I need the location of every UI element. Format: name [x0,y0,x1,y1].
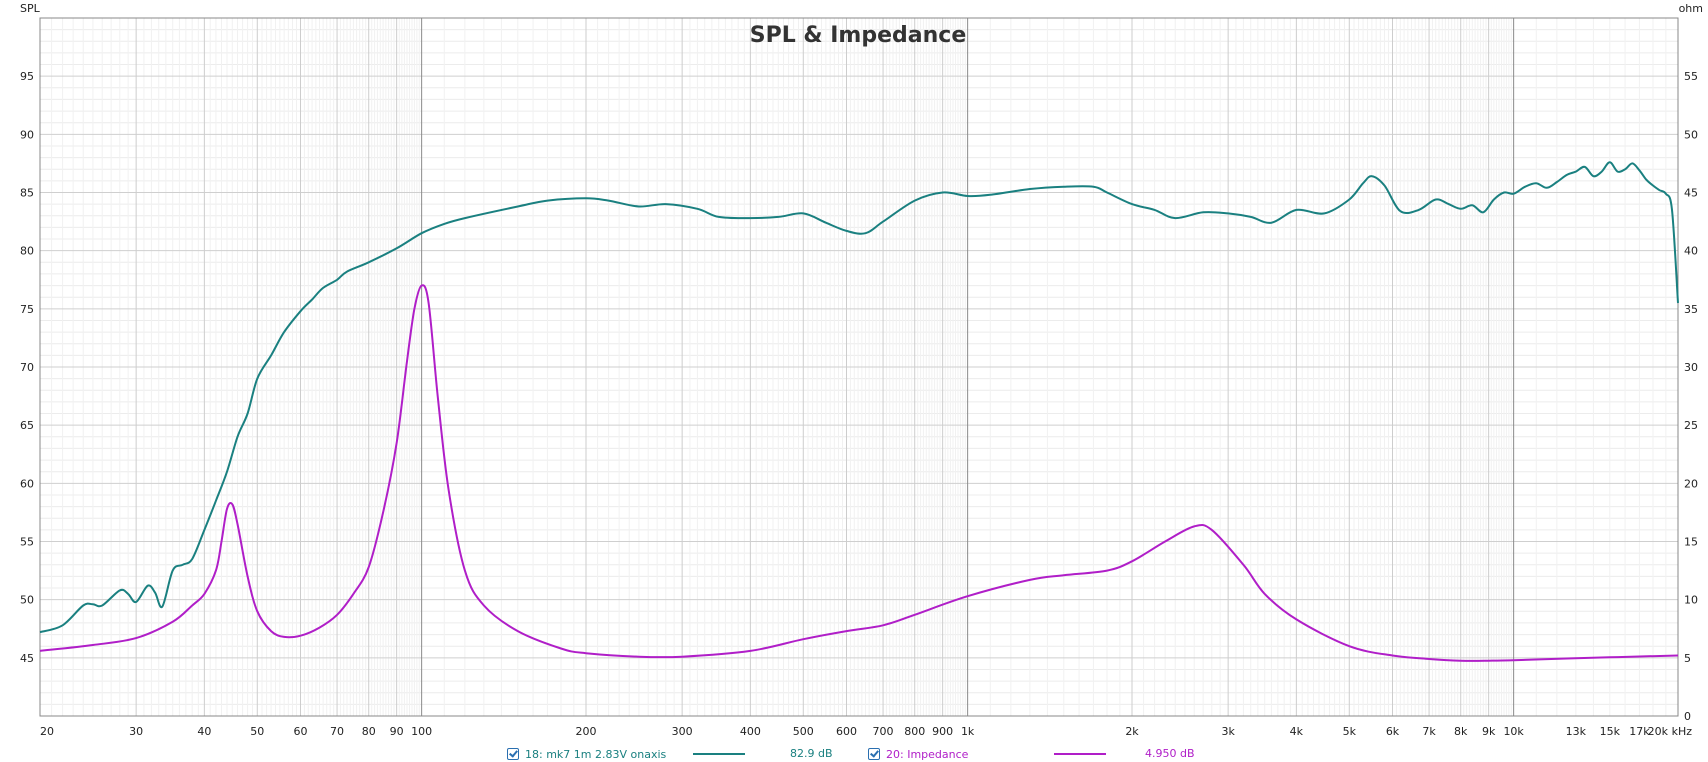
x-tick-label: 8k [1454,725,1468,738]
spl-impedance-chart: 20 30 40 50 60 70 80 90 100 200 300 400 500 600 700 800… [20,2,1703,738]
right-tick-label: 50 [1684,128,1698,141]
left-axis-label: SPL [20,2,41,15]
right-tick-label: 40 [1684,245,1698,258]
series-layer [39,161,1679,662]
right-tick-label: 0 [1684,710,1691,723]
left-tick-label: 45 [20,652,34,665]
x-tick-label: 60 [294,725,308,738]
x-tick-label: 50 [250,725,264,738]
legend-item-spl[interactable]: 18: mk7 1m 2.83V onaxis [507,746,666,762]
right-tick-label: 20 [1684,477,1698,490]
x-tick-label: 5k [1343,725,1357,738]
legend-value-spl: 82.9 dB [790,747,833,760]
x-tick-label: 900 [932,725,953,738]
x-tick-label: 100 [411,725,432,738]
impedance-curve [39,284,1679,662]
x-tick-label: 2k [1125,725,1139,738]
x-tick-label: 500 [793,725,814,738]
x-tick-label: 300 [672,725,693,738]
x-tick-labels: 20 30 40 50 60 70 80 90 100 200 300 400 500 600 700 800… [40,725,1669,738]
legend-value-impedance: 4.950 dB [1145,747,1195,760]
x-tick-label: 4k [1290,725,1304,738]
legend-line-spl [693,753,745,755]
plot-frame [39,17,1679,717]
left-tick-label: 55 [20,536,34,549]
legend-label-impedance: 20: Impedance [886,747,969,761]
x-tick-label: 700 [873,725,894,738]
x-tick-label: 30 [129,725,143,738]
left-tick-label: 60 [20,477,34,490]
left-tick-label: 95 [20,70,34,83]
right-tick-label: 35 [1684,303,1698,316]
x-tick-label: 6k [1386,725,1400,738]
right-tick-label: 55 [1684,70,1698,83]
left-tick-label: 80 [20,245,34,258]
legend-line-impedance [1054,753,1106,755]
x-tick-label: 40 [197,725,211,738]
left-tick-label: 75 [20,303,34,316]
x-tick-label: 17k [1629,725,1650,738]
x-tick-label: 3k [1221,725,1235,738]
right-tick-label: 5 [1684,652,1691,665]
x-tick-label: 1k [961,725,975,738]
left-tick-label: 65 [20,419,34,432]
right-tick-label: 25 [1684,419,1698,432]
left-tick-label: 85 [20,187,34,200]
x-tick-label: 600 [836,725,857,738]
left-axis-tick-labels: 45 50 55 60 65 70 75 80 85 90 95 [20,70,34,665]
x-tick-label: 20k [1648,725,1669,738]
chart-title: SPL & Impedance [750,23,967,48]
right-tick-label: 10 [1684,594,1698,607]
x-tick-label: 10k [1503,725,1524,738]
x-tick-label: 80 [362,725,376,738]
right-tick-label: 15 [1684,536,1698,549]
x-tick-label: 800 [904,725,925,738]
x-axis-unit: kHz [1672,725,1693,738]
left-tick-label: 50 [20,594,34,607]
checkbox-checked-icon[interactable] [507,748,519,760]
legend: 18: mk7 1m 2.83V onaxis 82.9 dB 20: Impe… [0,746,1708,762]
left-tick-label: 70 [20,361,34,374]
legend-label-spl: 18: mk7 1m 2.83V onaxis [525,747,667,761]
x-tick-label: 200 [576,725,597,738]
major-grid [40,18,1678,716]
right-tick-label: 45 [1684,187,1698,200]
x-tick-label: 90 [390,725,404,738]
x-tick-label: 20 [40,725,54,738]
right-tick-label: 30 [1684,361,1698,374]
spl-curve [39,161,1679,634]
x-tick-label: 7k [1422,725,1436,738]
right-axis-label: ohm [1679,2,1703,15]
checkbox-checked-icon[interactable] [868,748,880,760]
left-tick-label: 90 [20,128,34,141]
x-tick-label: 9k [1482,725,1496,738]
right-axis-tick-labels: 0 5 10 15 20 25 30 35 40 45 50 55 [1684,70,1698,723]
x-tick-label: 15k [1600,725,1621,738]
x-tick-label: 13k [1566,725,1587,738]
x-tick-label: 70 [330,725,344,738]
x-tick-label: 400 [740,725,761,738]
legend-item-impedance[interactable]: 20: Impedance [868,746,968,762]
